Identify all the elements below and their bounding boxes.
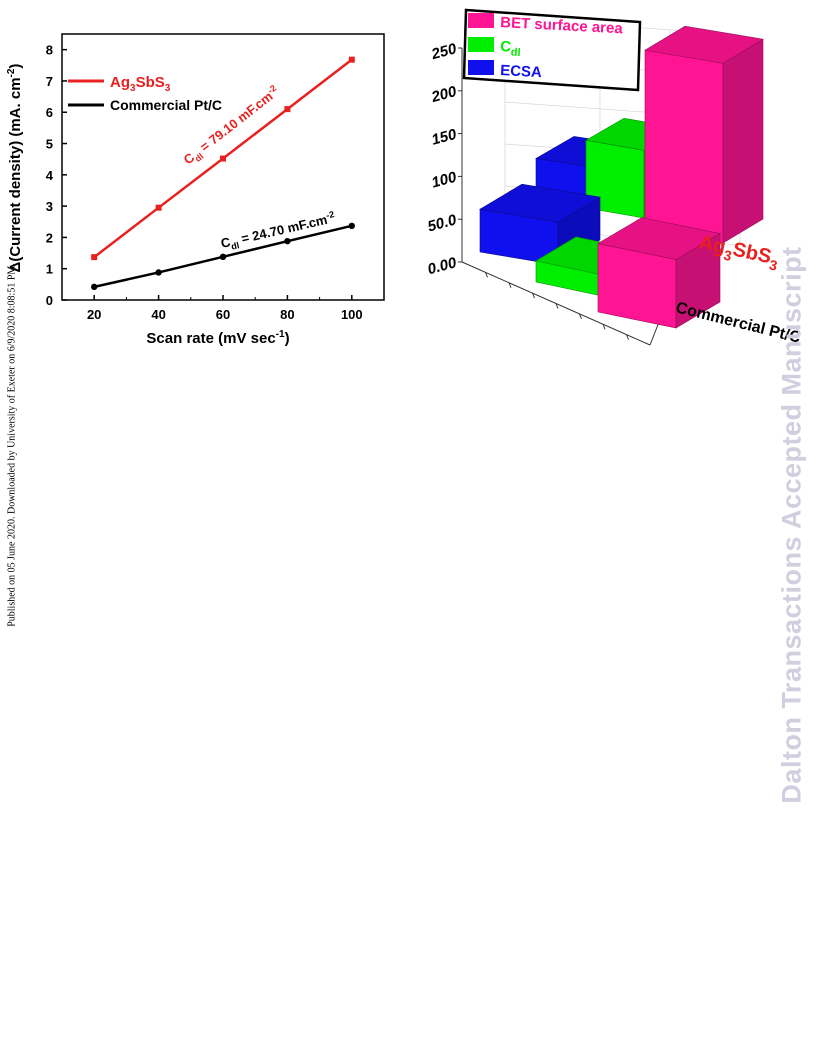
line-chart: 20 40 60 80 100 0 1 2 3 4 5 6 7 8 Ag3SbS3 Commercial … — [6, 33, 385, 347]
legend-swatch-bet — [468, 13, 494, 28]
legend-label-pt-c: Commercial Pt/C — [110, 97, 222, 113]
bar-side-face — [722, 38, 764, 244]
data-point — [155, 269, 162, 276]
line-chart-axes: 20 40 60 80 100 0 1 2 3 4 5 6 7 8 — [46, 33, 385, 322]
z-tick-label: 150 — [430, 126, 459, 149]
base-tick — [626, 334, 629, 340]
base-tick — [508, 282, 512, 288]
line-chart-series — [91, 56, 355, 291]
x-tick-label: 100 — [341, 307, 363, 322]
data-point — [220, 155, 226, 162]
y-tick-label: 2 — [46, 230, 53, 245]
watermark-text: Dalton Transactions Accepted Manuscript — [776, 246, 807, 804]
legend-label-bet: BET surface area — [500, 14, 624, 37]
data-point — [91, 254, 98, 261]
z-tick-label: 100 — [430, 169, 459, 192]
legend-box — [462, 8, 642, 92]
base-tick — [485, 272, 488, 278]
x-tick-label: 60 — [216, 307, 230, 322]
bar-top-face — [479, 183, 601, 223]
base-tick — [602, 324, 606, 330]
x-axis-title: Scan rate (mV sec-1) — [146, 329, 289, 347]
data-point — [91, 283, 98, 291]
legend-label-ag3sbs3: Ag3SbS3 — [110, 74, 171, 94]
bar-chart-legend: BET surface area Cdl ECSA — [462, 8, 642, 92]
watermark: Dalton Transactions Accepted Manuscript — [770, 215, 814, 835]
base-tick — [555, 303, 559, 309]
y-tick-label: 8 — [46, 43, 53, 58]
z-tick-label: 0.00 — [426, 254, 459, 278]
base-tick — [579, 313, 582, 320]
x-tick-label: 80 — [280, 307, 294, 322]
data-point — [348, 222, 355, 230]
z-tick-label: 200 — [429, 83, 459, 106]
legend-label-ecsa: ECSA — [500, 62, 543, 81]
y-tick-label: 3 — [46, 199, 53, 214]
z-tick-label: 50.0 — [426, 211, 459, 235]
bar-5 — [597, 217, 721, 329]
data-point — [155, 204, 162, 211]
y-tick-label: 6 — [46, 105, 53, 120]
data-point — [348, 56, 355, 63]
annotation-ag3sbs3-cdl: Cdl = 79.10 mF.cm-2 — [180, 83, 284, 170]
annotation-pt-c-cdl: Cdl = 24.70 mF.cm-2 — [219, 209, 337, 254]
data-point — [284, 237, 291, 245]
y-tick-label: 5 — [46, 137, 53, 152]
legend-swatch-ecsa — [468, 60, 494, 75]
y-tick-label: 7 — [46, 74, 53, 89]
y-axis-title: Δ(Current density) (mA. cm-2) — [6, 64, 24, 273]
line-chart-legend: Ag3SbS3 Commercial Pt/C — [68, 74, 222, 113]
data-point — [219, 253, 227, 261]
z-tick-label: 250 — [429, 40, 459, 63]
bar-top-face — [597, 217, 721, 260]
y-tick-label: 0 — [46, 293, 53, 308]
y-tick-label: 4 — [46, 168, 54, 183]
y-tick-label: 1 — [46, 262, 53, 277]
x-tick-label: 40 — [151, 307, 165, 322]
bar-front-face — [644, 49, 724, 244]
bar-chart-bars — [479, 25, 764, 329]
data-point — [284, 106, 291, 113]
bar-chart-3d: 0.00 50.0 100 150 200 250 BET surface area Cd… — [426, 8, 803, 347]
x-tick-label: 20 — [87, 307, 101, 322]
legend-swatch-cdl — [468, 37, 494, 52]
legend-label-cdl: Cdl — [500, 38, 522, 59]
bar-top-face — [644, 25, 764, 64]
bar-2 — [644, 25, 764, 244]
base-tick — [532, 292, 535, 299]
